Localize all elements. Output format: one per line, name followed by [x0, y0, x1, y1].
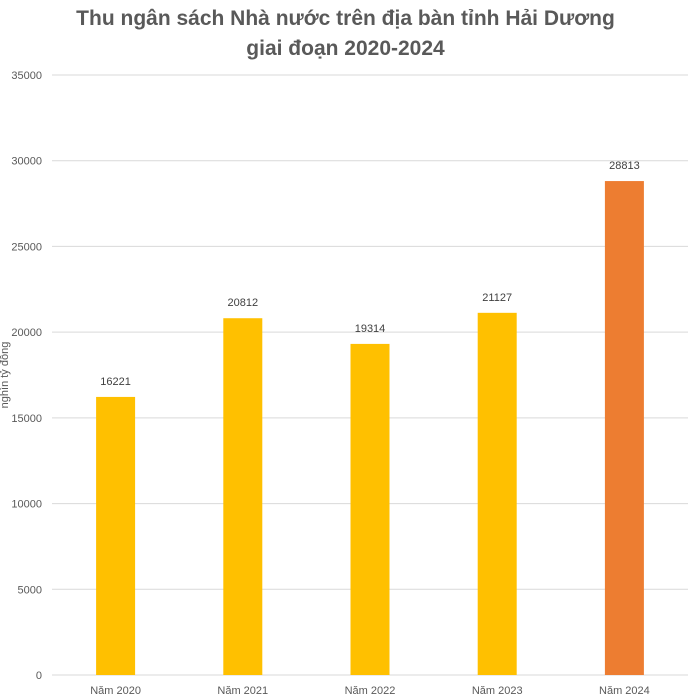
bars — [96, 181, 644, 675]
data-label: 19314 — [355, 323, 386, 335]
y-tick-label: 20000 — [11, 327, 42, 339]
y-tick-label: 10000 — [11, 499, 42, 511]
bar — [223, 318, 263, 675]
y-tick-label: 5000 — [18, 584, 42, 596]
y-tick-label: 15000 — [11, 413, 42, 425]
data-label: 21127 — [482, 292, 512, 304]
y-tick-label: 30000 — [11, 156, 42, 168]
data-label: 28813 — [609, 160, 640, 172]
chart-title-line-1: Thu ngân sách Nhà nước trên địa bàn tỉnh… — [76, 7, 615, 30]
bar — [604, 181, 644, 675]
x-tick-label: Năm 2023 — [472, 685, 523, 697]
bar — [477, 312, 517, 675]
data-label: 16221 — [100, 376, 131, 388]
data-label: 20812 — [228, 297, 259, 309]
gridlines — [52, 74, 688, 676]
x-axis-ticks: Năm 2020 Năm 2021 Năm 2022 Năm 2023 Năm 2024 — [90, 685, 650, 697]
chart-title-line-2: giai đoạn 2020-2024 — [246, 37, 445, 60]
y-axis-ticks: 0 5000 10000 15000 20000 25000 30000 35000 — [11, 70, 42, 682]
y-axis-title: nghìn tỷ đồng — [0, 342, 11, 409]
x-tick-label: Năm 2021 — [217, 685, 268, 697]
y-tick-label: 0 — [36, 670, 42, 682]
y-tick-label: 25000 — [11, 241, 42, 253]
data-labels: 16221 20812 19314 21127 28813 — [100, 160, 639, 388]
y-tick-label: 35000 — [11, 70, 42, 82]
bar — [350, 343, 390, 675]
x-tick-label: Năm 2022 — [345, 685, 396, 697]
x-tick-label: Năm 2020 — [90, 685, 141, 697]
chart-title: Thu ngân sách Nhà nước trên địa bàn tỉnh… — [0, 4, 691, 64]
x-tick-label: Năm 2024 — [599, 685, 650, 697]
bar — [96, 396, 136, 675]
